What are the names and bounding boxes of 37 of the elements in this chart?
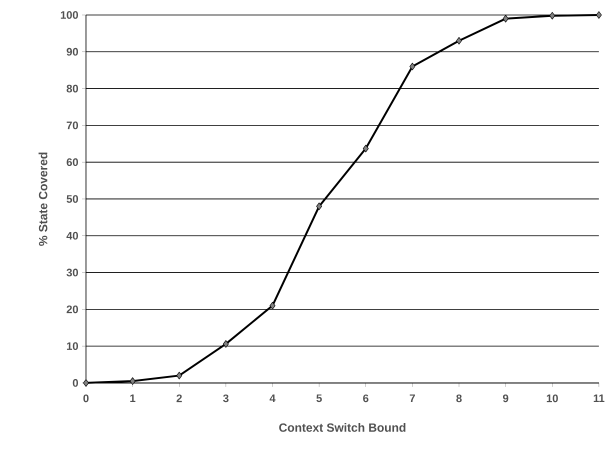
point (362, 144, 369, 152)
x-tick-label: 5 (316, 394, 322, 402)
y-tick-label: 80 (66, 84, 78, 93)
point (176, 372, 182, 380)
x-tick-label: 7 (410, 394, 415, 402)
x-tick-label: 11 (594, 394, 604, 402)
y-tick-label: 70 (66, 122, 78, 130)
point (222, 340, 229, 348)
x-tick-label: 1 (130, 394, 136, 402)
y-tick-label: 10 (66, 342, 78, 350)
point (409, 62, 416, 70)
point (502, 14, 509, 23)
y-tick-label: 0 (72, 379, 78, 387)
point (549, 12, 556, 20)
y-tick-label: 40 (66, 232, 78, 240)
y-tick-label: 30 (66, 268, 78, 276)
y-tick-label: 90 (66, 48, 78, 56)
x-tick-label: 9 (502, 394, 508, 402)
y-tick-label: 60 (66, 158, 78, 166)
point (130, 377, 136, 385)
y-tick-label: 20 (66, 306, 78, 314)
y-tick-label: 50 (66, 195, 78, 203)
point (596, 11, 602, 19)
x-tick-label: 2 (176, 394, 182, 402)
x-tick-label: 4 (270, 394, 276, 402)
point (316, 202, 322, 210)
point (83, 379, 89, 387)
y-tick-label: 100 (60, 11, 78, 19)
point (456, 37, 462, 45)
x-axis-title: Context Switch Bound (279, 423, 406, 432)
point (270, 302, 276, 310)
x-tick-label: 6 (363, 394, 368, 402)
y-axis-title: % State Covered (38, 152, 48, 246)
x-tick-label: 0 (83, 394, 89, 402)
x-tick-label: 3 (223, 394, 229, 402)
x-tick-label: 8 (456, 394, 462, 402)
x-tick-label: 10 (546, 394, 558, 402)
